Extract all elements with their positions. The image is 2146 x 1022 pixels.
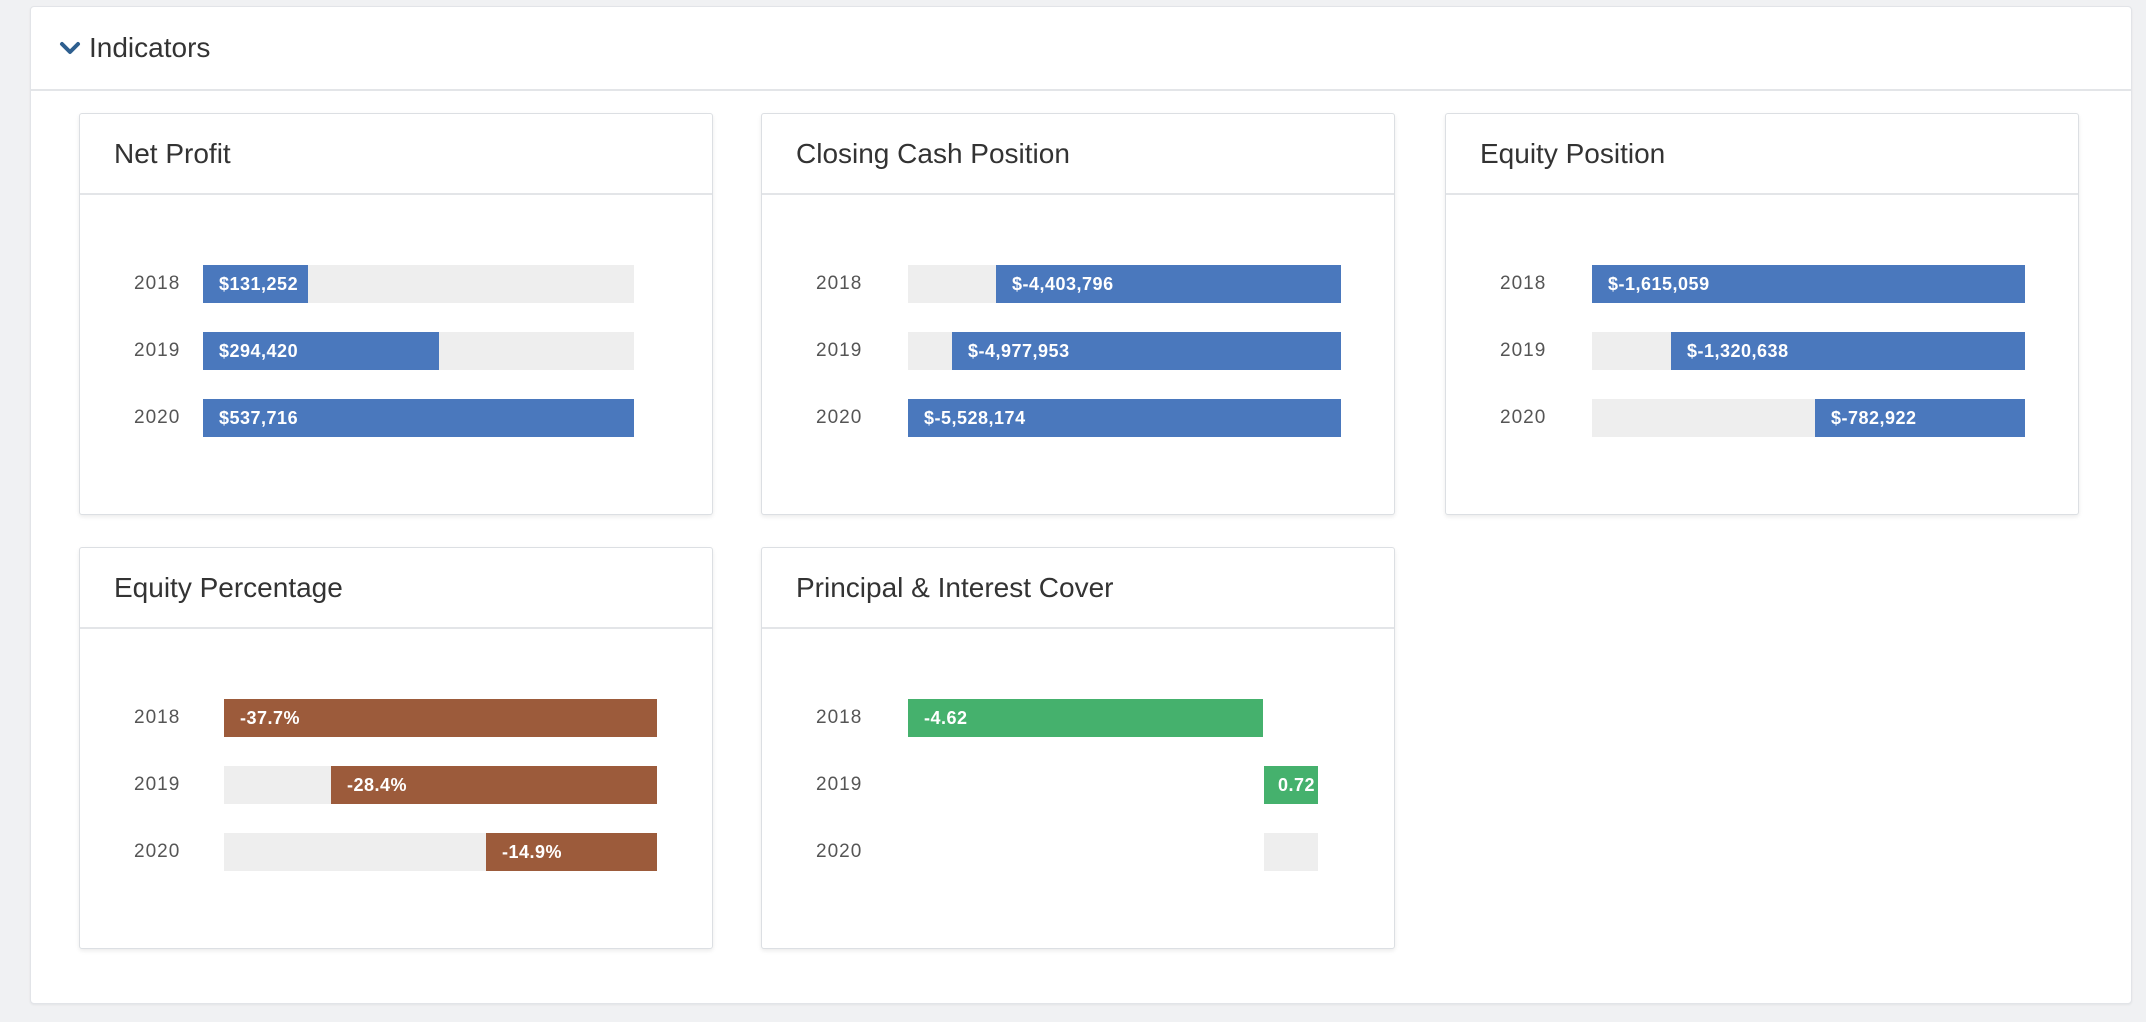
bar-row: 2020 -14.9% xyxy=(80,833,712,871)
bar-row: 2019 $-1,320,638 xyxy=(1446,332,2078,370)
card-closing-cash-position: Closing Cash Position 2018 $-4,403,796 201… xyxy=(761,113,1395,515)
bar-value-label: $294,420 xyxy=(219,340,299,361)
section-title[interactable]: Indicators xyxy=(89,32,211,63)
year-label: 2020 xyxy=(816,841,863,862)
year-label: 2020 xyxy=(134,407,181,428)
bar-fill: -14.9% xyxy=(486,833,657,871)
card-title: Net Profit xyxy=(114,137,231,169)
bar-fill: 0.72 xyxy=(1264,766,1318,804)
bar-fill: $-782,922 xyxy=(1815,399,2025,437)
bar-value-label: $-4,403,796 xyxy=(1012,273,1114,294)
bar-value-label: $131,252 xyxy=(219,273,299,294)
bar-row: 2018 $-4,403,796 xyxy=(762,265,1394,303)
bar-fill: -37.7% xyxy=(224,699,657,737)
card-header: Equity Position xyxy=(1446,114,2078,195)
bar-chart: 2018 $131,252 2019 $294,420 2020 $537,716 xyxy=(80,195,712,514)
bar-fill: $-5,528,174 xyxy=(908,399,1341,437)
bar-value-label: $537,716 xyxy=(219,407,299,428)
bar-row: 2018 -4.62 xyxy=(762,699,1394,737)
card-equity-position: Equity Position 2018 $-1,615,059 2019 $-1,3… xyxy=(1445,113,2079,515)
bar-row: 2019 $-4,977,953 xyxy=(762,332,1394,370)
bar-row: 2020 $-5,528,174 xyxy=(762,399,1394,437)
bar-chart: 2018 -37.7% 2019 -28.4% 2020 -14.9% xyxy=(80,629,712,948)
bar-value-label: $-782,922 xyxy=(1831,407,1917,428)
bar-fill: $537,716 xyxy=(203,399,634,437)
year-label: 2019 xyxy=(134,774,181,795)
indicators-header[interactable]: Indicators xyxy=(31,7,2131,91)
card-title: Equity Percentage xyxy=(114,571,343,603)
bar-row: 2018 $131,252 xyxy=(80,265,712,303)
bar-fill: $294,420 xyxy=(203,332,439,370)
bar-value-label: $-1,320,638 xyxy=(1687,340,1789,361)
card-title: Closing Cash Position xyxy=(796,137,1070,169)
year-label: 2020 xyxy=(1500,407,1547,428)
card-header: Net Profit xyxy=(80,114,712,195)
bar-chart: 2018 -4.62 2019 0.72 2020 xyxy=(762,629,1394,948)
card-title: Equity Position xyxy=(1480,137,1666,169)
bar-value-label: $-1,615,059 xyxy=(1608,273,1710,294)
card-net-profit: Net Profit 2018 $131,252 2019 $294,420 2020 $… xyxy=(79,113,713,515)
bar-value-label: $-5,528,174 xyxy=(924,407,1026,428)
bar-fill: $-4,977,953 xyxy=(952,332,1341,370)
bar-value-label: -28.4% xyxy=(347,774,408,795)
bar-track xyxy=(1264,833,1318,871)
card-equity-percentage: Equity Percentage 2018 -37.7% 2019 -28.4% 20… xyxy=(79,547,713,949)
year-label: 2019 xyxy=(816,340,863,361)
bar-fill: -28.4% xyxy=(331,766,657,804)
year-label: 2019 xyxy=(134,340,181,361)
year-label: 2018 xyxy=(134,273,181,294)
year-label: 2018 xyxy=(816,273,863,294)
bar-chart: 2018 $-4,403,796 2019 $-4,977,953 2020 $-5,52… xyxy=(762,195,1394,514)
card-header: Equity Percentage xyxy=(80,548,712,629)
bar-value-label: -14.9% xyxy=(502,841,563,862)
bar-fill: -4.62 xyxy=(908,699,1263,737)
bar-value-label: $-4,977,953 xyxy=(968,340,1070,361)
year-label: 2019 xyxy=(1500,340,1547,361)
year-label: 2018 xyxy=(1500,273,1547,294)
year-label: 2018 xyxy=(816,707,863,728)
card-principal-interest-cover: Principal & Interest Cover 2018 -4.62 2019… xyxy=(761,547,1395,949)
bar-row: 2020 $537,716 xyxy=(80,399,712,437)
year-label: 2018 xyxy=(134,707,181,728)
year-label: 2020 xyxy=(134,841,181,862)
bar-row: 2020 xyxy=(762,833,1394,871)
bar-fill: $-1,615,059 xyxy=(1592,265,2025,303)
bar-row: 2019 $294,420 xyxy=(80,332,712,370)
bar-value-label: 0.72 xyxy=(1278,774,1316,795)
bar-row: 2019 0.72 xyxy=(762,766,1394,804)
bar-fill: $-1,320,638 xyxy=(1671,332,2025,370)
bar-fill: $-4,403,796 xyxy=(996,265,1341,303)
bar-row: 2019 -28.4% xyxy=(80,766,712,804)
bar-row: 2020 $-782,922 xyxy=(1446,399,2078,437)
year-label: 2020 xyxy=(816,407,863,428)
card-header: Principal & Interest Cover xyxy=(762,548,1394,629)
bar-fill: $131,252 xyxy=(203,265,308,303)
card-header: Closing Cash Position xyxy=(762,114,1394,195)
chevron-down-icon[interactable] xyxy=(59,37,81,59)
bar-value-label: -4.62 xyxy=(924,707,968,728)
bar-value-label: -37.7% xyxy=(240,707,301,728)
bar-row: 2018 $-1,615,059 xyxy=(1446,265,2078,303)
year-label: 2019 xyxy=(816,774,863,795)
bar-row: 2018 -37.7% xyxy=(80,699,712,737)
bar-chart: 2018 $-1,615,059 2019 $-1,320,638 2020 $-782,… xyxy=(1446,195,2078,514)
card-title: Principal & Interest Cover xyxy=(796,571,1114,603)
